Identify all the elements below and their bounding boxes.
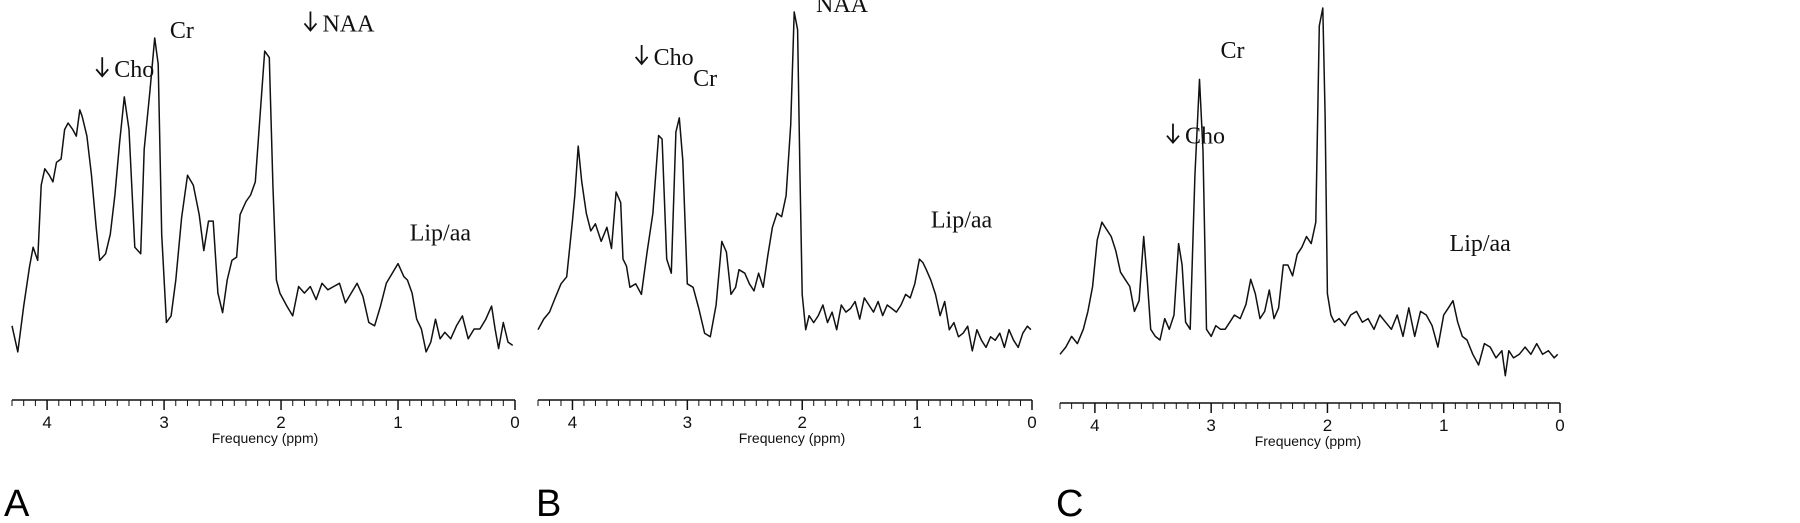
x-tick-label: 0 (1027, 413, 1036, 432)
peak-label: NAA (322, 11, 375, 37)
panel-letter: B (536, 483, 561, 523)
peak-annotation: Lip/aa (410, 221, 472, 247)
peak-label: NAA (816, 0, 869, 18)
spectrum-chart-c: 4 3 2 1 0 Frequency (ppm) C Cho Cr NAA Lip/aa (1056, 0, 1565, 523)
spectrum-panel-a: 4 3 2 1 0 Frequency (ppm) A Cho Cr NAA Lip/aa (0, 0, 525, 523)
peak-annotation: Cho (634, 44, 694, 71)
peak-annotation: Lip/aa (931, 207, 993, 233)
spectrum-line (537, 11, 1032, 352)
panel-letter: A (4, 483, 30, 523)
spectrum-line (11, 37, 514, 353)
x-tick-label: 2 (1323, 416, 1332, 435)
x-tick-label: 4 (568, 413, 577, 432)
down-arrow-icon (1166, 123, 1180, 145)
peak-label: Cho (654, 45, 694, 71)
peak-annotation: Cr (1220, 38, 1244, 64)
x-tick-label: 1 (393, 413, 402, 432)
x-tick-label: 1 (912, 413, 921, 432)
peak-annotation: Cr (170, 18, 194, 44)
spectrum-panel-b: 4 3 2 1 0 Frequency (ppm) B Cho Cr NAA Lip/aa (532, 0, 1042, 523)
peak-label: Lip/aa (410, 221, 472, 247)
x-tick-label: 3 (159, 413, 168, 432)
peak-label: Cho (1185, 124, 1225, 150)
peak-annotation: Cho (95, 57, 154, 83)
x-tick-label: 1 (1439, 416, 1448, 435)
peak-label: Lip/aa (931, 207, 993, 233)
down-arrow-icon (634, 44, 649, 66)
x-tick-label: 2 (276, 413, 285, 432)
x-axis-title: Frequency (ppm) (1255, 433, 1362, 449)
x-tick-label: 4 (42, 413, 51, 432)
peak-annotation: Cr (693, 66, 717, 92)
peak-label: Cho (114, 57, 154, 83)
peak-annotation: NAA (303, 11, 375, 37)
spectrum-panel-c: 4 3 2 1 0 Frequency (ppm) C Cho Cr NAA Lip/aa (1050, 0, 1568, 523)
x-axis-title: Frequency (ppm) (212, 430, 319, 446)
peak-label: Lip/aa (1450, 231, 1512, 257)
spectrum-chart-a: 4 3 2 1 0 Frequency (ppm) A Cho Cr NAA Lip/aa (4, 11, 520, 523)
down-arrow-icon (303, 11, 318, 32)
spectrum-line (1059, 7, 1559, 377)
peak-label: NAA (1375, 0, 1428, 3)
peak-annotation: Cho (1166, 123, 1225, 150)
x-axis-title: Frequency (ppm) (739, 430, 846, 446)
peak-annotation: NAA (816, 0, 869, 18)
peak-label: Cr (693, 66, 717, 92)
x-tick-label: 3 (1206, 416, 1215, 435)
x-tick-label: 0 (510, 413, 519, 432)
panel-letter: C (1056, 483, 1083, 523)
down-arrow-icon (95, 57, 109, 78)
peak-label: Cr (170, 18, 194, 44)
peak-annotation: Lip/aa (1450, 231, 1512, 257)
peak-annotation: NAA (1375, 0, 1428, 3)
peak-label: Cr (1220, 38, 1244, 64)
x-tick-label: 2 (797, 413, 806, 432)
x-tick-label: 0 (1555, 416, 1564, 435)
x-tick-label: 4 (1090, 416, 1099, 435)
x-tick-label: 3 (683, 413, 692, 432)
